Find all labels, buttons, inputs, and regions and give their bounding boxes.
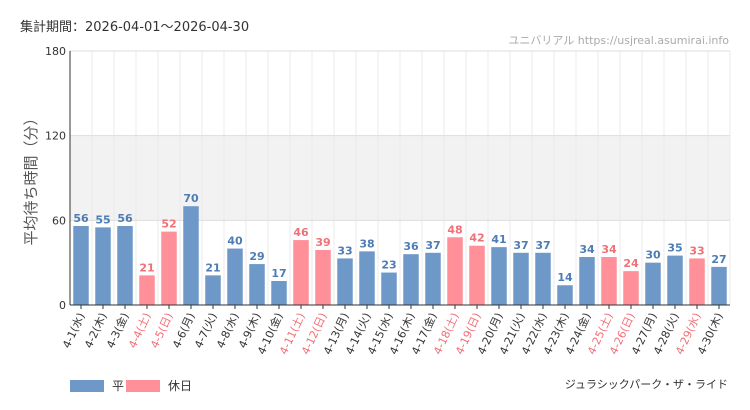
bar — [403, 254, 419, 305]
bar-value-label: 35 — [667, 242, 682, 255]
bar — [601, 257, 617, 305]
bar — [161, 231, 177, 305]
bar — [491, 247, 507, 305]
bar — [359, 251, 375, 305]
bar — [645, 262, 661, 305]
bar — [667, 255, 683, 305]
bar — [205, 275, 221, 305]
bar-value-label: 36 — [403, 240, 419, 253]
bar-value-label: 38 — [359, 237, 374, 250]
bar — [227, 248, 243, 305]
bar-value-label: 56 — [117, 212, 133, 225]
bar — [579, 257, 595, 305]
bar — [425, 252, 441, 305]
bar — [315, 249, 331, 305]
bar-value-label: 17 — [271, 267, 286, 280]
bar — [293, 240, 309, 305]
bar-value-label: 14 — [557, 271, 573, 284]
bar — [139, 275, 155, 305]
y-axis-title: 平均待ち時間（分） — [22, 110, 40, 245]
bar — [623, 271, 639, 305]
legend-item-holiday: 休日 — [126, 377, 192, 394]
bar-value-label: 39 — [315, 236, 330, 249]
bar-value-label: 37 — [513, 239, 528, 252]
bar-value-label: 55 — [95, 213, 110, 226]
bar-value-label: 46 — [293, 226, 309, 239]
bar-value-label: 33 — [689, 244, 704, 257]
bar — [711, 266, 727, 305]
bar-value-label: 24 — [623, 257, 639, 270]
source-label: ユニバリアル https://usjreal.asumirai.info — [508, 34, 729, 47]
bar — [535, 252, 551, 305]
bar-value-label: 48 — [447, 223, 462, 236]
bar — [249, 264, 265, 305]
bar-value-label: 34 — [601, 243, 617, 256]
bar — [689, 258, 705, 305]
legend-swatch-holiday — [126, 379, 160, 392]
legend-swatch-weekday — [70, 379, 104, 392]
bar-value-label: 70 — [183, 192, 199, 205]
bar — [95, 227, 111, 305]
bar-value-label: 52 — [161, 218, 176, 231]
bar-value-label: 37 — [425, 239, 440, 252]
bar — [513, 252, 529, 305]
bar-value-label: 56 — [73, 212, 89, 225]
period-label: 集計期間：2026-04-01～2026-04-30 — [20, 20, 250, 35]
y-tick-label: 180 — [45, 45, 66, 58]
attraction-name: ジュラシックパーク・ザ・ライド — [564, 378, 728, 391]
bar-value-label: 42 — [469, 232, 484, 245]
bar-value-label: 29 — [249, 250, 264, 263]
bars: 56 55 56 21 52 70 21 40 29 17 46 39 33 38 23 36 37 48 42 41… — [73, 192, 727, 305]
bar — [337, 258, 353, 305]
bar-value-label: 40 — [227, 235, 243, 248]
y-tick-label: 60 — [52, 214, 66, 227]
y-tick-label: 120 — [45, 130, 66, 143]
bar-value-label: 33 — [337, 244, 352, 257]
bar-value-label: 23 — [381, 259, 396, 272]
bar-value-label: 30 — [645, 249, 661, 262]
bar-value-label: 41 — [491, 233, 506, 246]
bar-value-label: 21 — [205, 261, 220, 274]
y-tick-label: 0 — [59, 299, 66, 312]
bar — [73, 225, 89, 305]
bar-value-label: 21 — [139, 261, 154, 274]
bar — [447, 237, 463, 305]
bar — [183, 206, 199, 305]
bar — [469, 245, 485, 305]
legend-label-holiday: 休日 — [168, 379, 193, 393]
bar — [117, 225, 133, 305]
bar-value-label: 34 — [579, 243, 595, 256]
bar — [557, 285, 573, 305]
bar — [381, 272, 397, 305]
bar — [271, 281, 287, 305]
bar-value-label: 37 — [535, 239, 550, 252]
bar-value-label: 27 — [711, 253, 726, 266]
